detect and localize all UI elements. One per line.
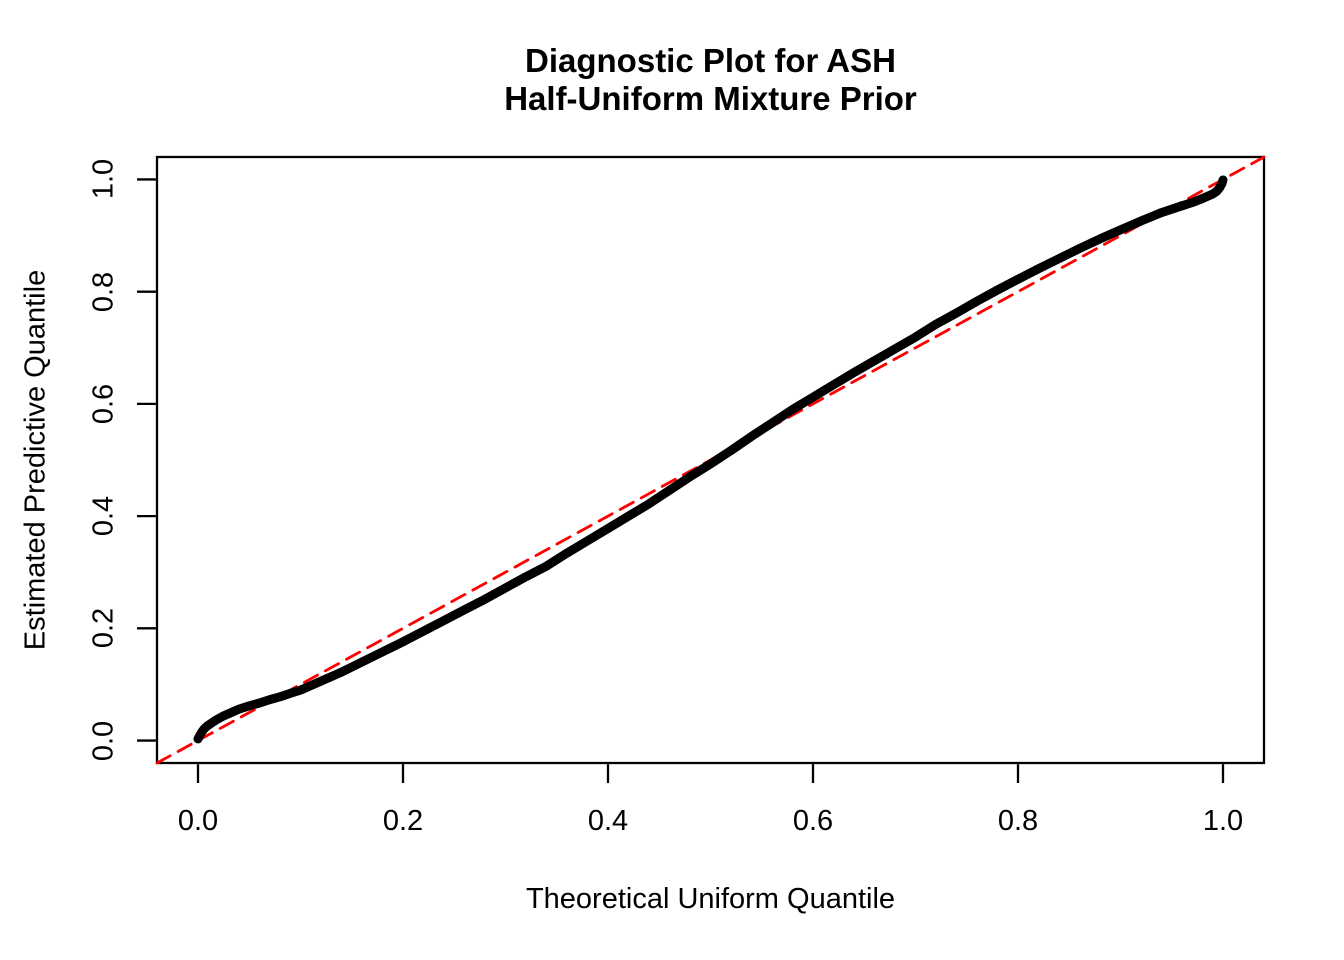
x-tick-label: 0.6	[792, 805, 834, 837]
y-tick-label: 0.2	[87, 608, 120, 649]
plot-title: Diagnostic Plot for ASH Half-Uniform Mix…	[157, 42, 1264, 118]
x-tick-label: 0.4	[587, 805, 629, 837]
x-tick-label: 1.0	[1202, 805, 1244, 837]
estimated-vs-theoretical-quantile-curve	[193, 175, 1228, 744]
x-tick-label: 0.2	[382, 805, 424, 837]
x-tick-label: 0.8	[997, 805, 1039, 837]
y-tick-label: 0.6	[87, 383, 120, 425]
y-tick-label: 0.0	[87, 720, 120, 761]
y-tick-label: 0.8	[87, 271, 120, 312]
x-tick-label: 0.0	[177, 805, 219, 837]
plot-border	[155, 155, 1266, 765]
x-axis-title: Theoretical Uniform Quantile	[525, 883, 896, 915]
plot-title-line2: Half-Uniform Mixture Prior	[504, 80, 917, 117]
plot-title-line1: Diagnostic Plot for ASH	[525, 42, 896, 79]
y-axis-title: Estimated Predictive Quantile	[19, 269, 52, 651]
y-tick-label: 0.4	[87, 495, 120, 537]
y-tick-label: 1.0	[87, 159, 120, 200]
